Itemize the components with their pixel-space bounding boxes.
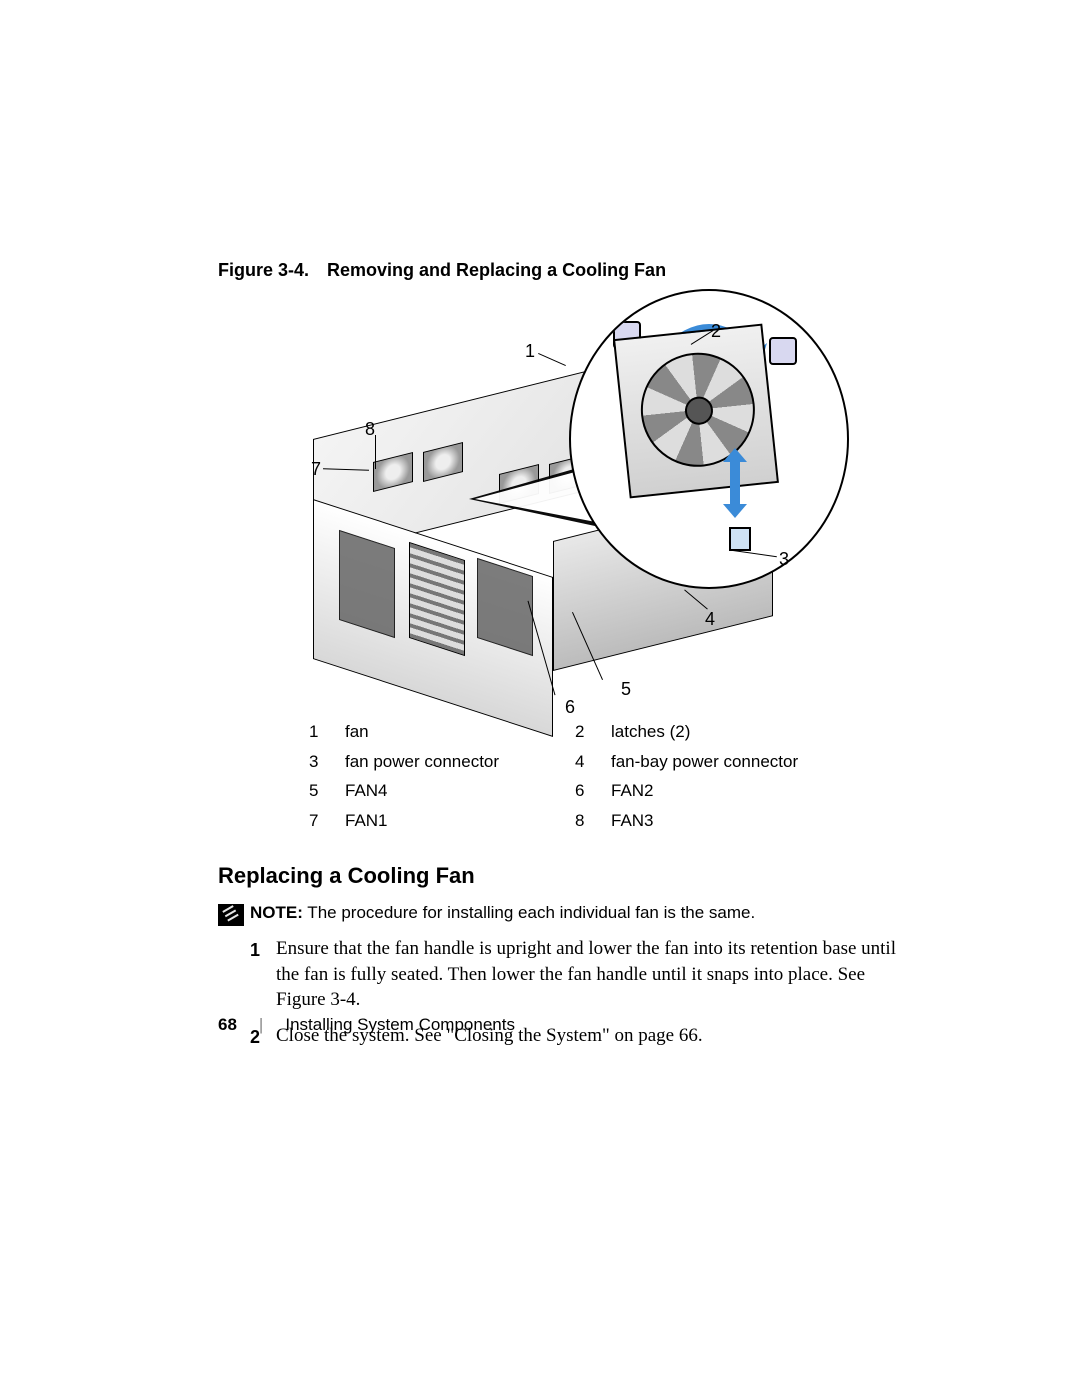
footer-divider: | bbox=[259, 1015, 263, 1035]
legend-row: 1 fan 2 latches (2) bbox=[309, 717, 809, 747]
latch-right bbox=[769, 337, 797, 365]
fan-zoom-circle bbox=[569, 289, 849, 589]
figure-label: Figure 3-4. bbox=[218, 260, 309, 280]
insert-arrow-icon bbox=[723, 448, 747, 523]
legend-num: 3 bbox=[309, 749, 345, 775]
callout-5: 5 bbox=[621, 679, 631, 700]
figure-caption: Figure 3-4. Removing and Replacing a Cool… bbox=[218, 260, 900, 281]
power-connector bbox=[729, 527, 751, 551]
legend-label: latches (2) bbox=[611, 719, 809, 745]
step-item: 1 Ensure that the fan handle is upright … bbox=[250, 936, 900, 1013]
legend-num: 5 bbox=[309, 778, 345, 804]
fan-module bbox=[613, 324, 779, 499]
note-body: The procedure for installing each indivi… bbox=[303, 903, 755, 922]
legend-num: 6 bbox=[575, 778, 611, 804]
section-heading: Replacing a Cooling Fan bbox=[218, 863, 900, 889]
legend-label: fan power connector bbox=[345, 749, 575, 775]
legend-label: FAN1 bbox=[345, 808, 575, 834]
page-number: 68 bbox=[218, 1015, 237, 1035]
callout-4: 4 bbox=[705, 609, 715, 630]
legend-row: 7 FAN1 8 FAN3 bbox=[309, 806, 809, 836]
manual-page: Figure 3-4. Removing and Replacing a Cool… bbox=[0, 0, 1080, 1397]
legend-num: 8 bbox=[575, 808, 611, 834]
note-text: NOTE: The procedure for installing each … bbox=[250, 903, 755, 923]
step-number: 1 bbox=[250, 936, 276, 1013]
legend-row: 3 fan power connector 4 fan-bay power co… bbox=[309, 747, 809, 777]
legend-num: 1 bbox=[309, 719, 345, 745]
figure-title: Removing and Replacing a Cooling Fan bbox=[327, 260, 666, 280]
footer-section-name: Installing System Components bbox=[285, 1015, 515, 1035]
legend-num: 4 bbox=[575, 749, 611, 775]
figure-legend: 1 fan 2 latches (2) 3 fan power connecto… bbox=[309, 717, 809, 835]
legend-label: FAN2 bbox=[611, 778, 809, 804]
note-label: NOTE: bbox=[250, 903, 303, 922]
callout-6: 6 bbox=[565, 697, 575, 718]
page-footer: 68 | Installing System Components bbox=[218, 1015, 515, 1035]
legend-label: fan-bay power connector bbox=[611, 749, 809, 775]
legend-label: FAN4 bbox=[345, 778, 575, 804]
callout-3: 3 bbox=[779, 549, 789, 570]
figure-diagram: 1 2 3 4 5 6 7 8 bbox=[309, 299, 809, 707]
callout-1: 1 bbox=[525, 341, 535, 362]
legend-num: 2 bbox=[575, 719, 611, 745]
legend-num: 7 bbox=[309, 808, 345, 834]
note-icon bbox=[218, 904, 244, 926]
note-block: NOTE: The procedure for installing each … bbox=[218, 903, 900, 926]
legend-row: 5 FAN4 6 FAN2 bbox=[309, 776, 809, 806]
callout-8: 8 bbox=[365, 419, 375, 440]
legend-label: FAN3 bbox=[611, 808, 809, 834]
step-text: Ensure that the fan handle is upright an… bbox=[276, 936, 900, 1013]
callout-7: 7 bbox=[311, 459, 321, 480]
